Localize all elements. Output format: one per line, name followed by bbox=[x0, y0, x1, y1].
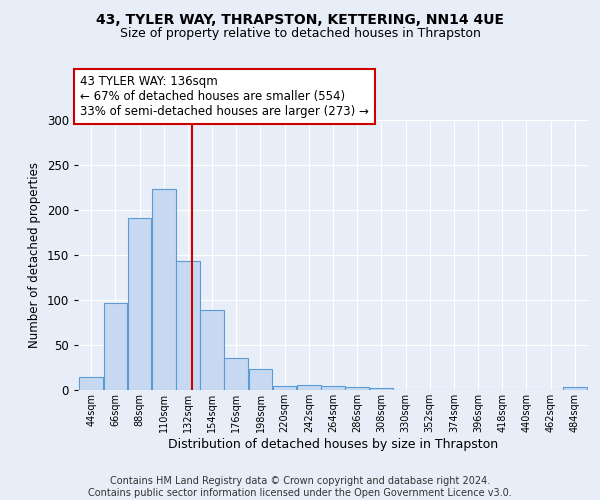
Bar bbox=[563, 388, 587, 390]
Bar bbox=[224, 358, 248, 390]
Bar bbox=[79, 376, 103, 390]
Bar bbox=[128, 218, 151, 390]
Bar bbox=[321, 386, 345, 390]
Bar bbox=[200, 310, 224, 390]
Bar bbox=[273, 386, 296, 390]
X-axis label: Distribution of detached houses by size in Thrapston: Distribution of detached houses by size … bbox=[168, 438, 498, 450]
Bar bbox=[176, 262, 200, 390]
Bar bbox=[346, 388, 369, 390]
Text: Size of property relative to detached houses in Thrapston: Size of property relative to detached ho… bbox=[119, 28, 481, 40]
Bar bbox=[370, 388, 393, 390]
Text: 43 TYLER WAY: 136sqm
← 67% of detached houses are smaller (554)
33% of semi-deta: 43 TYLER WAY: 136sqm ← 67% of detached h… bbox=[80, 75, 369, 118]
Bar bbox=[248, 370, 272, 390]
Text: 43, TYLER WAY, THRAPSTON, KETTERING, NN14 4UE: 43, TYLER WAY, THRAPSTON, KETTERING, NN1… bbox=[96, 12, 504, 26]
Y-axis label: Number of detached properties: Number of detached properties bbox=[28, 162, 41, 348]
Bar bbox=[104, 302, 127, 390]
Bar bbox=[297, 384, 320, 390]
Text: Contains HM Land Registry data © Crown copyright and database right 2024.
Contai: Contains HM Land Registry data © Crown c… bbox=[88, 476, 512, 498]
Bar bbox=[152, 190, 176, 390]
